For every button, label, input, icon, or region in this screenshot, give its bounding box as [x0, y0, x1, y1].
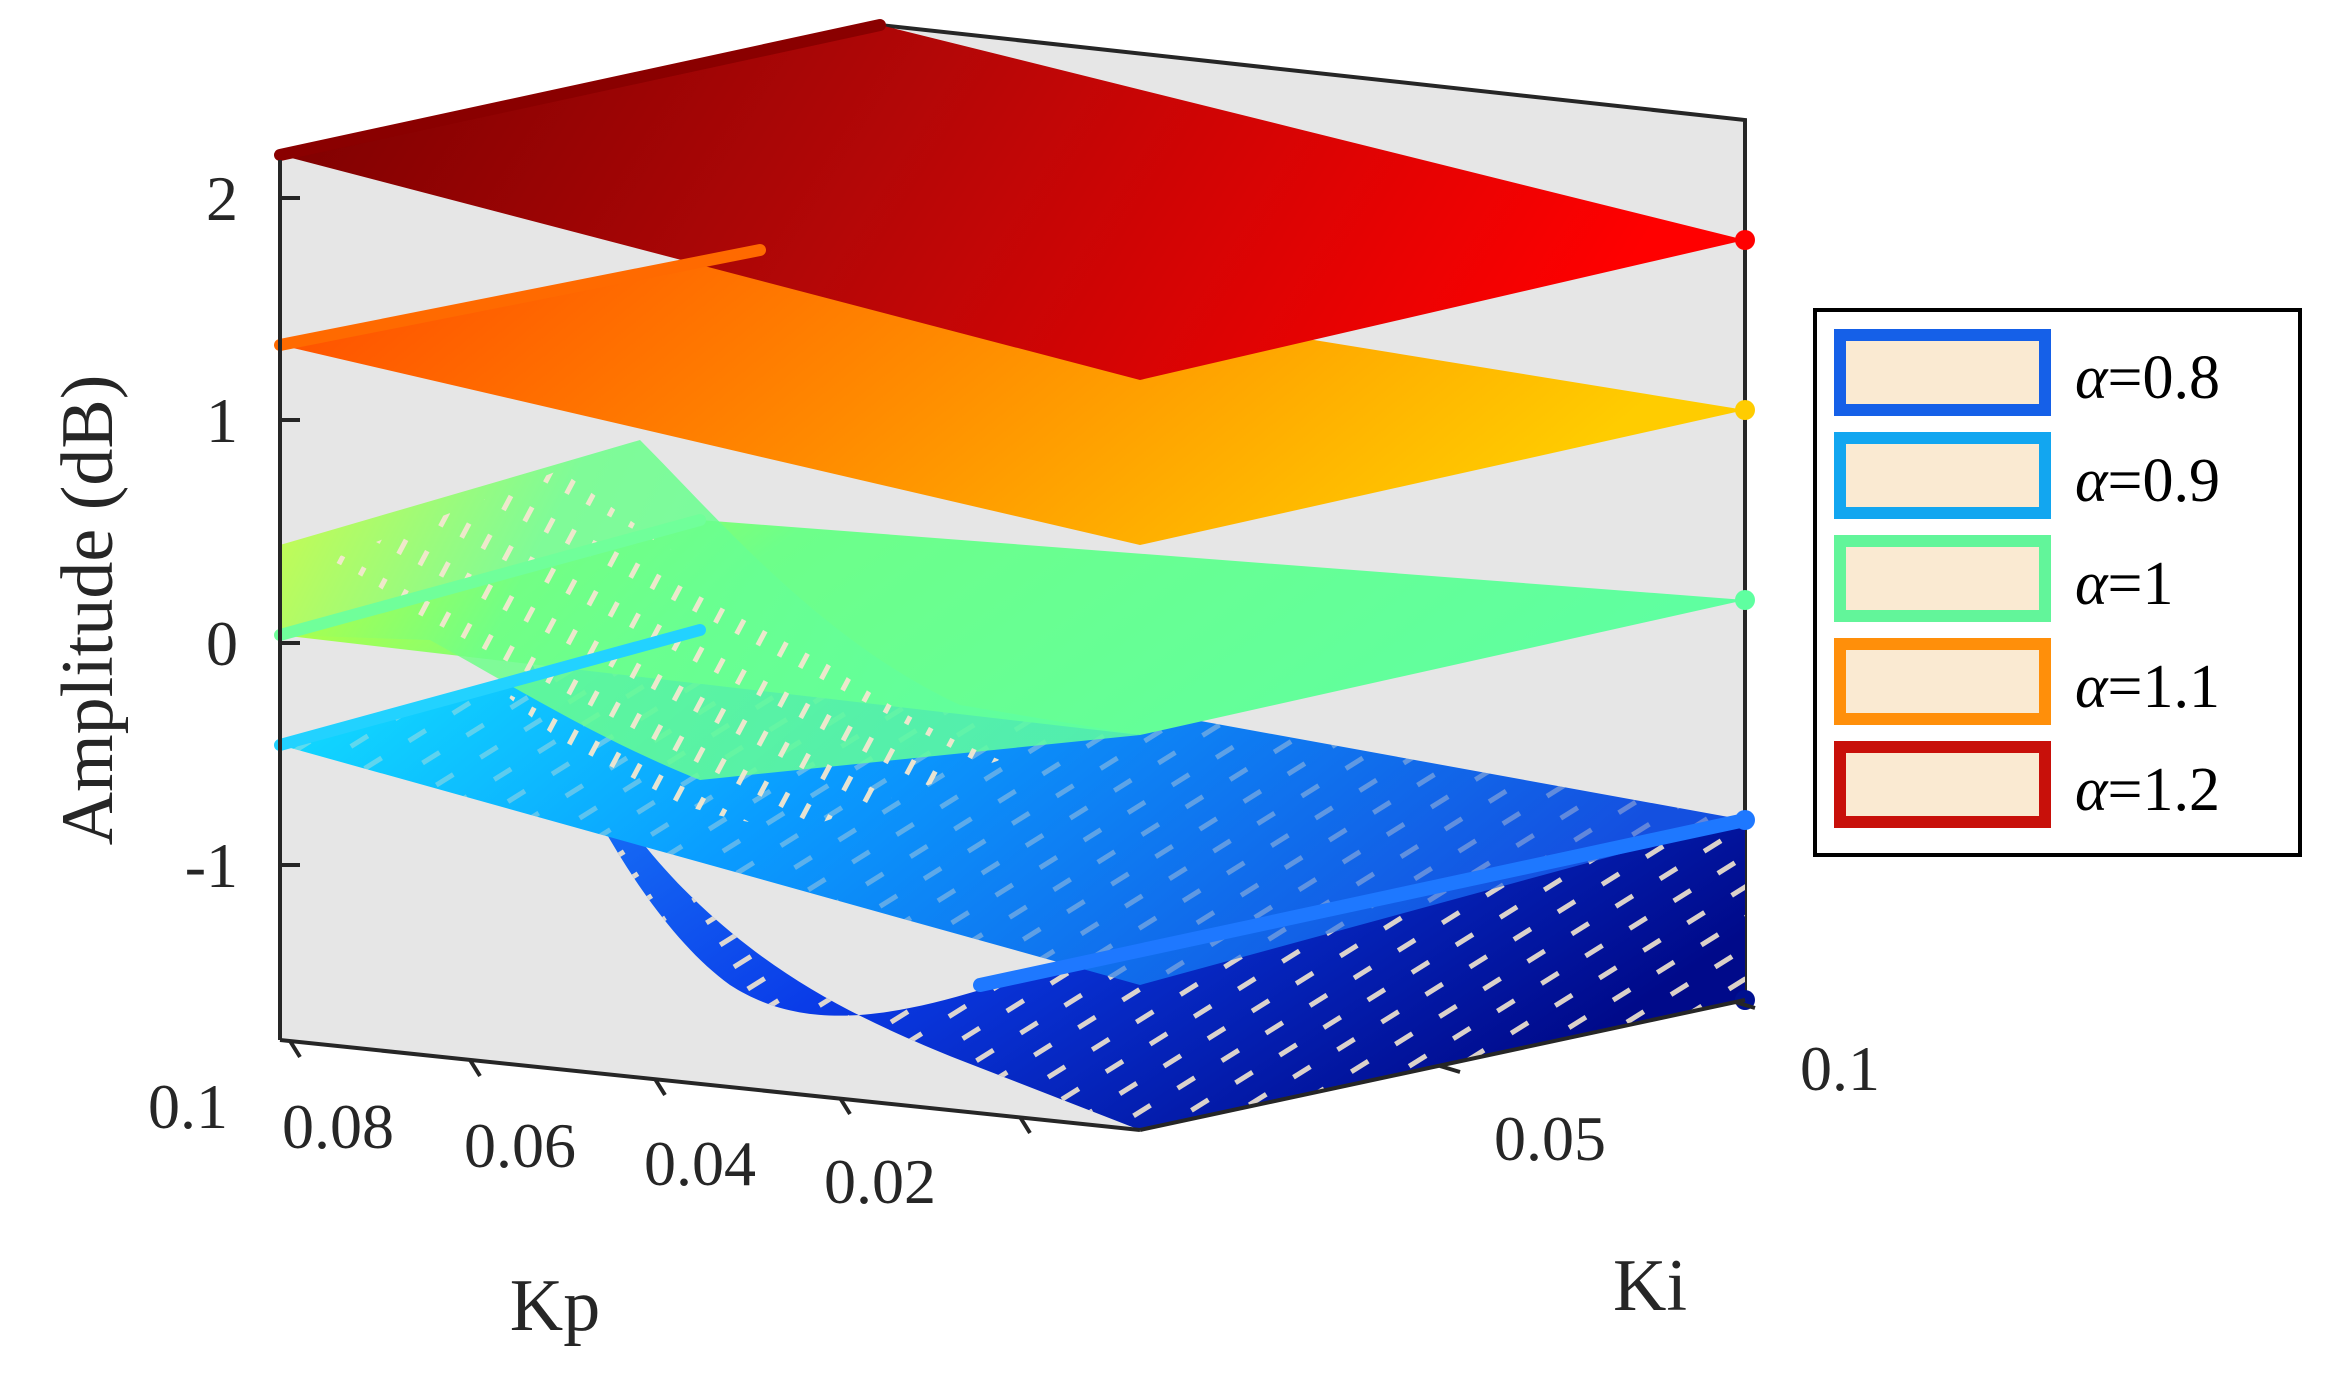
z-tick-label: 2: [206, 163, 238, 234]
kp-tick-label: 0.06: [464, 1110, 576, 1181]
legend-entry-value: =1.2: [2108, 756, 2220, 824]
box-back-edge: [879, 23, 1747, 1000]
z-axis-label: Amplitude (dB): [47, 375, 129, 846]
kp-tick-label: 0.1: [148, 1071, 228, 1142]
marker-alpha-0.8: [1735, 810, 1755, 830]
ki-ticks: [1439, 1000, 1756, 1074]
legend-swatch-alpha-0.8: [1834, 329, 2051, 416]
legend-entry-symbol: α: [2075, 344, 2109, 412]
kp-tick-label: 0.08: [282, 1091, 394, 1162]
legend-entry-symbol: α: [2075, 653, 2109, 721]
legend-entry-value: =1.1: [2108, 653, 2220, 721]
ki-axis-label: Ki: [1613, 1245, 1687, 1327]
ki-tick-label: 0.1: [1800, 1033, 1880, 1104]
legend-entry-value: =0.9: [2108, 447, 2220, 515]
z-tick-label: -1: [185, 830, 238, 901]
legend-entry: α=1.1: [2075, 653, 2220, 721]
kp-tick-mark: [288, 1039, 302, 1059]
edge-alpha-0.8: [973, 813, 1752, 992]
edge-alpha-1: [274, 514, 706, 641]
kp-tick-mark: [1018, 1115, 1032, 1135]
kp-ticks: [288, 1039, 1032, 1135]
kp-tick-mark: [653, 1077, 667, 1097]
legend-entry-symbol: α: [2075, 550, 2109, 618]
legend-entry-symbol: α: [2075, 756, 2109, 824]
z-ticks: [280, 196, 300, 867]
surface-alpha-1.2: [280, 25, 1745, 380]
kp-tick-label: 0.04: [644, 1128, 756, 1199]
z-tick-label: 1: [206, 385, 238, 456]
legend-swatch-alpha-1.1: [1834, 638, 2051, 725]
legend-swatch-alpha-0.9: [1834, 432, 2051, 519]
surface-alpha-0.8-mesh: [520, 640, 1745, 1130]
ki-tick-mark: [1439, 1064, 1461, 1074]
edge-alpha-0.9: [274, 624, 706, 751]
legend-entry-value: =0.8: [2108, 344, 2220, 412]
marker-alpha-1: [1735, 590, 1755, 610]
legend-entry: α=0.8: [2075, 344, 2220, 412]
legend-entry-symbol: α: [2075, 447, 2109, 515]
kp-axis-line: [279, 1038, 1141, 1132]
legend-entry: α=0.9: [2075, 447, 2220, 515]
legend-swatch-alpha-1: [1834, 535, 2051, 622]
ki-tick-label: 0.05: [1494, 1103, 1606, 1174]
kp-tick-mark: [468, 1058, 482, 1078]
legend-swatch-alpha-1.2: [1834, 741, 2051, 828]
ki-tick-mark: [1734, 1000, 1756, 1010]
legend-entry-value: =1: [2108, 550, 2174, 618]
kp-tick-label: 0.02: [824, 1146, 936, 1217]
edge-alpha-1.1: [274, 244, 766, 351]
kp-tick-mark: [838, 1096, 852, 1116]
legend-entry: α=1.2: [2075, 756, 2220, 824]
kp-axis-label: Kp: [510, 1265, 600, 1347]
legend-entry: α=1: [2075, 550, 2174, 618]
surface-alpha-1-mesh: [330, 470, 1000, 830]
marker-alpha-1.2: [1735, 230, 1755, 250]
marker-alpha-1.1: [1735, 400, 1755, 420]
edge-alpha-1.2: [274, 19, 886, 161]
z-tick-label: 0: [206, 608, 238, 679]
surface-alpha-1.1: [280, 250, 1745, 545]
legend: α=0.8 α=0.9 α=1 α=1.1 α=1.2: [1813, 308, 2302, 857]
